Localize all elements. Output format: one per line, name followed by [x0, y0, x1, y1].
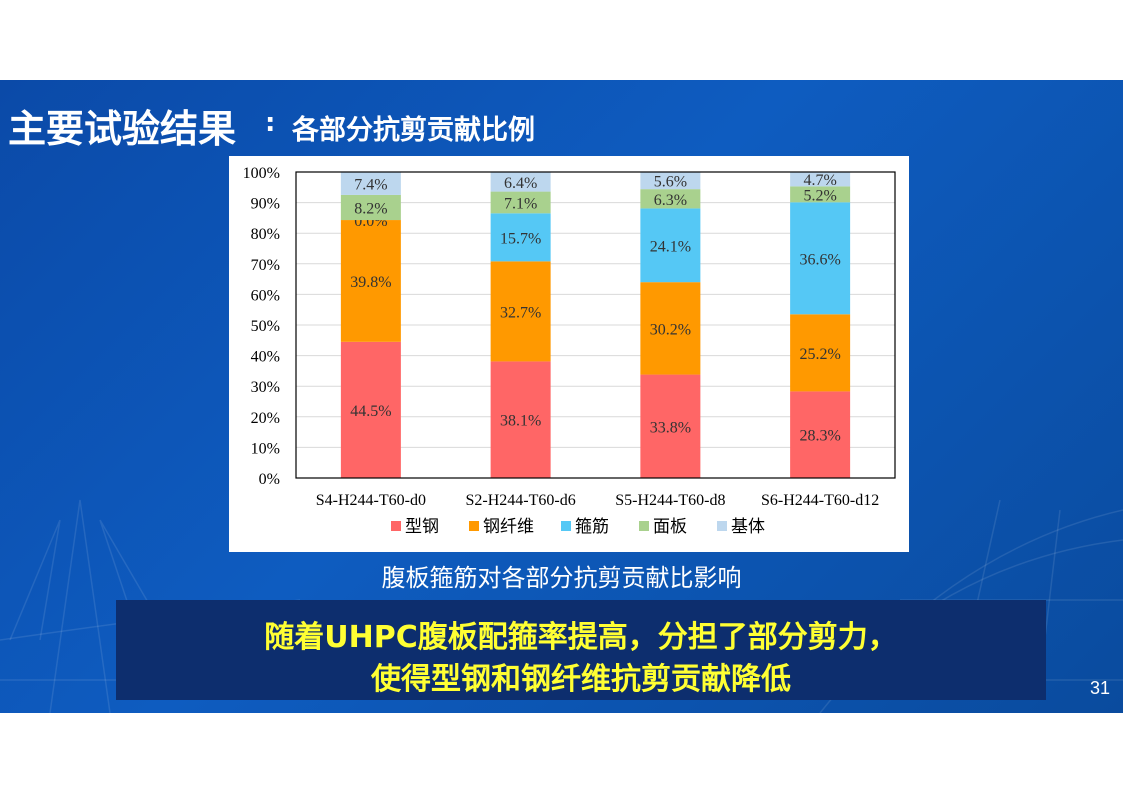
bar-segment — [340, 172, 401, 195]
data-label: 32.7% — [500, 304, 541, 321]
data-label: 5.6% — [654, 174, 687, 191]
data-label: 6.3% — [654, 192, 687, 209]
legend-entry: 型钢 — [405, 517, 439, 537]
bar-segment — [640, 172, 701, 190]
slide-title: 主要试验结果 — [8, 107, 237, 151]
bar-segment — [340, 194, 401, 221]
y-tick-label: 70% — [251, 257, 280, 274]
conclusion-line-2: 使得型钢和钢纤维抗剪贡献降低 — [371, 662, 791, 697]
chart-panel: 0% 10% 20% 30% 40% 50% 60% 70% 80% 90% 100% 44.5% 39… — [229, 156, 909, 552]
data-label: 38.1% — [500, 413, 541, 430]
data-label: 6.4% — [504, 175, 537, 192]
bar-segment — [490, 261, 551, 362]
x-tick-label: S5-H244-T60-d8 — [615, 492, 725, 509]
bar-segment — [640, 374, 701, 478]
slide-background: 主要试验结果 : 各部分抗剪贡献比例 0% 10% 20% 30% 40% 50% 60% 7… — [0, 80, 1123, 713]
data-label: 4.7% — [803, 172, 836, 189]
y-tick-label: 50% — [251, 318, 280, 335]
bar-segment — [640, 208, 701, 283]
data-label: 7.4% — [354, 177, 387, 194]
data-label: 33.8% — [650, 419, 691, 436]
legend-swatch — [469, 521, 479, 531]
bar-segment — [490, 172, 551, 192]
plot-border — [295, 171, 896, 479]
y-tick-label: 60% — [251, 287, 280, 304]
legend-swatch — [717, 521, 727, 531]
data-label: 24.1% — [650, 238, 691, 255]
y-tick-label: 80% — [251, 226, 280, 243]
conclusion-box: 随着UHPC腹板配箍率提高，分担了部分剪力， 使得型钢和钢纤维抗剪贡献降低 — [116, 600, 1046, 700]
data-label: 44.5% — [350, 403, 391, 420]
bar-segment — [790, 172, 851, 187]
y-tick-label: 20% — [251, 410, 280, 427]
data-label: 7.1% — [504, 195, 537, 212]
x-tick-label: S2-H244-T60-d6 — [466, 492, 576, 509]
bar-segment — [790, 314, 851, 392]
title-separator: : — [265, 108, 276, 138]
data-label: 8.2% — [354, 200, 387, 217]
stacked-bar-chart: 0% 10% 20% 30% 40% 50% 60% 70% 80% 90% 100% 44.5% 39… — [243, 165, 896, 537]
x-tick-label: S4-H244-T60-d0 — [316, 492, 426, 509]
bar-segment — [340, 220, 401, 342]
data-label: 25.2% — [799, 346, 840, 363]
bar-segment — [490, 213, 551, 262]
data-label: 28.3% — [799, 428, 840, 445]
data-label: 5.2% — [803, 187, 836, 204]
legend-entry: 基体 — [731, 517, 765, 537]
y-tick-label: 40% — [251, 349, 280, 366]
legend-swatch — [639, 521, 649, 531]
y-tick-label: 10% — [251, 440, 280, 457]
bar-segment — [640, 189, 701, 209]
chart-caption: 腹板箍筋对各部分抗剪贡献比影响 — [381, 564, 742, 592]
legend-entry: 钢纤维 — [483, 517, 534, 537]
legend-entry: 箍筋 — [575, 517, 609, 537]
y-tick-label: 30% — [251, 379, 280, 396]
data-label: 15.7% — [500, 230, 541, 247]
data-label: 36.6% — [799, 251, 840, 268]
bar-segment — [790, 202, 851, 315]
bar-segment — [790, 186, 851, 203]
bar-segment — [490, 191, 551, 214]
page-number: 31 — [1090, 678, 1111, 698]
legend-entry: 面板 — [653, 517, 687, 537]
y-tick-label: 0% — [259, 471, 280, 488]
bar-segment — [340, 341, 401, 478]
slide-subtitle: 各部分抗剪贡献比例 — [292, 115, 535, 146]
data-label: 30.2% — [650, 321, 691, 338]
x-tick-label: S6-H244-T60-d12 — [761, 492, 879, 509]
bar-segment — [490, 361, 551, 478]
conclusion-line-1: 随着UHPC腹板配箍率提高，分担了部分剪力， — [264, 620, 898, 655]
bar-segment — [790, 391, 851, 478]
data-label: 39.8% — [350, 274, 391, 291]
y-tick-label: 90% — [251, 196, 280, 213]
legend-swatch — [561, 521, 571, 531]
legend-swatch — [391, 521, 401, 531]
y-tick-label: 100% — [243, 165, 280, 182]
bar-segment — [640, 282, 701, 375]
